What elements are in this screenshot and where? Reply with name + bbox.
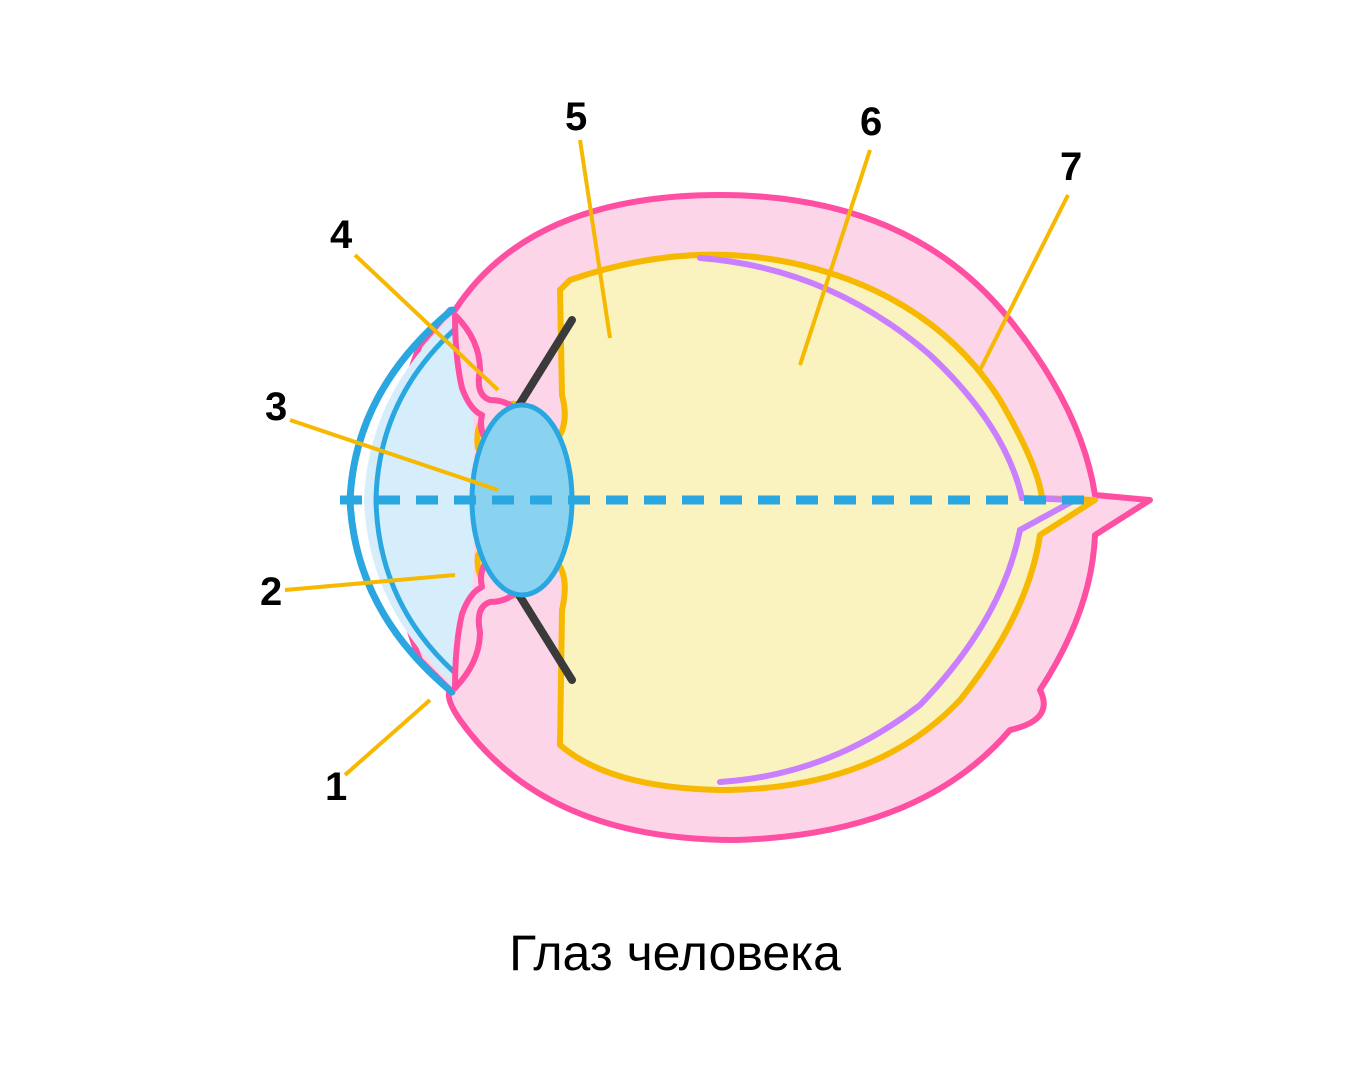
lens-shape [472, 405, 572, 595]
diagram-caption: Глаз человека [509, 925, 841, 981]
label-4: 4 [330, 213, 353, 257]
label-7: 7 [1060, 145, 1082, 189]
label-1: 1 [325, 765, 347, 809]
label-2: 2 [260, 570, 282, 614]
label-5: 5 [565, 95, 587, 139]
leader-1 [345, 700, 430, 775]
eye-diagram: 1 2 3 4 5 6 7 Глаз человека [0, 0, 1350, 1075]
label-6: 6 [860, 100, 882, 144]
label-3: 3 [265, 385, 287, 429]
